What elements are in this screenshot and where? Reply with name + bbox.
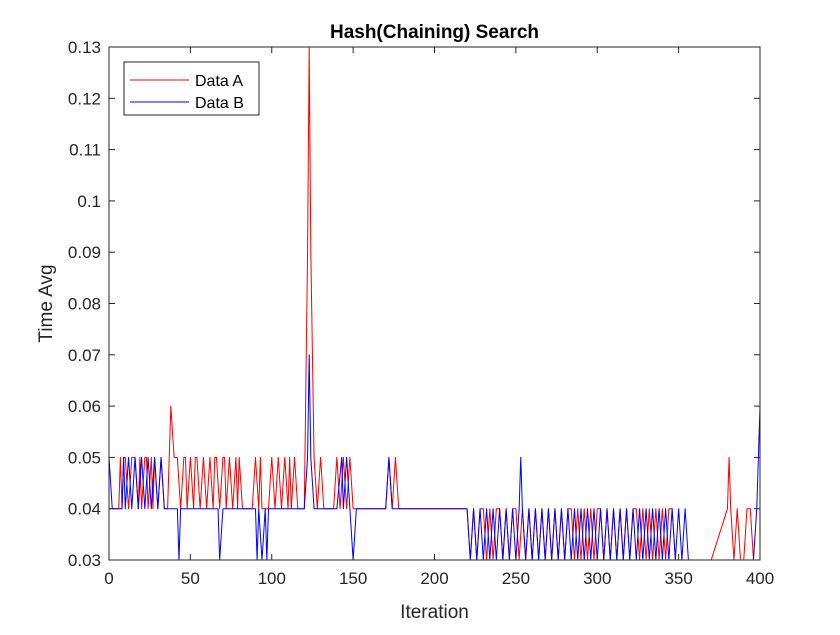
x-tick-label: 350 (664, 569, 692, 588)
y-tick-label: 0.04 (68, 500, 101, 519)
x-tick-label: 150 (339, 569, 367, 588)
y-axis-label: Time Avg (36, 264, 57, 342)
y-tick-label: 0.11 (69, 141, 101, 160)
y-tick-label: 0.09 (68, 243, 101, 262)
y-axis-ticks: 0.03 0.04 0.05 0.06 0.07 0.08 0.09 0.1 0.11 0.12 0… (68, 38, 760, 570)
legend-label-data-a: Data A (195, 73, 243, 90)
x-tick-label: 200 (420, 569, 448, 588)
y-tick-label: 0.06 (68, 397, 101, 416)
x-tick-label: 400 (746, 569, 774, 588)
x-axis-ticks: 0 50 100 150 200 250 300 350 400 (104, 47, 774, 588)
series-layer (108, 46, 761, 561)
y-tick-label: 0.05 (68, 448, 101, 467)
y-tick-label: 0.1 (77, 192, 101, 211)
y-tick-label: 0.08 (68, 295, 101, 314)
chart-title: Hash(Chaining) Search (330, 22, 539, 43)
x-tick-label: 50 (181, 569, 200, 588)
y-tick-label: 0.12 (68, 89, 101, 108)
x-tick-label: 250 (502, 569, 530, 588)
legend: Data A Data B (123, 61, 260, 116)
plot-background (109, 47, 760, 560)
y-tick-label: 0.07 (68, 346, 101, 365)
x-tick-label: 300 (583, 569, 611, 588)
x-tick-label: 100 (258, 569, 286, 588)
y-tick-label: 0.13 (68, 38, 101, 57)
x-tick-label: 0 (104, 569, 113, 588)
y-tick-label: 0.03 (68, 551, 101, 570)
series-line-data-b (108, 354, 761, 561)
legend-box (123, 61, 260, 116)
legend-label-data-b: Data B (195, 95, 244, 112)
x-axis-label: Iteration (400, 602, 469, 623)
